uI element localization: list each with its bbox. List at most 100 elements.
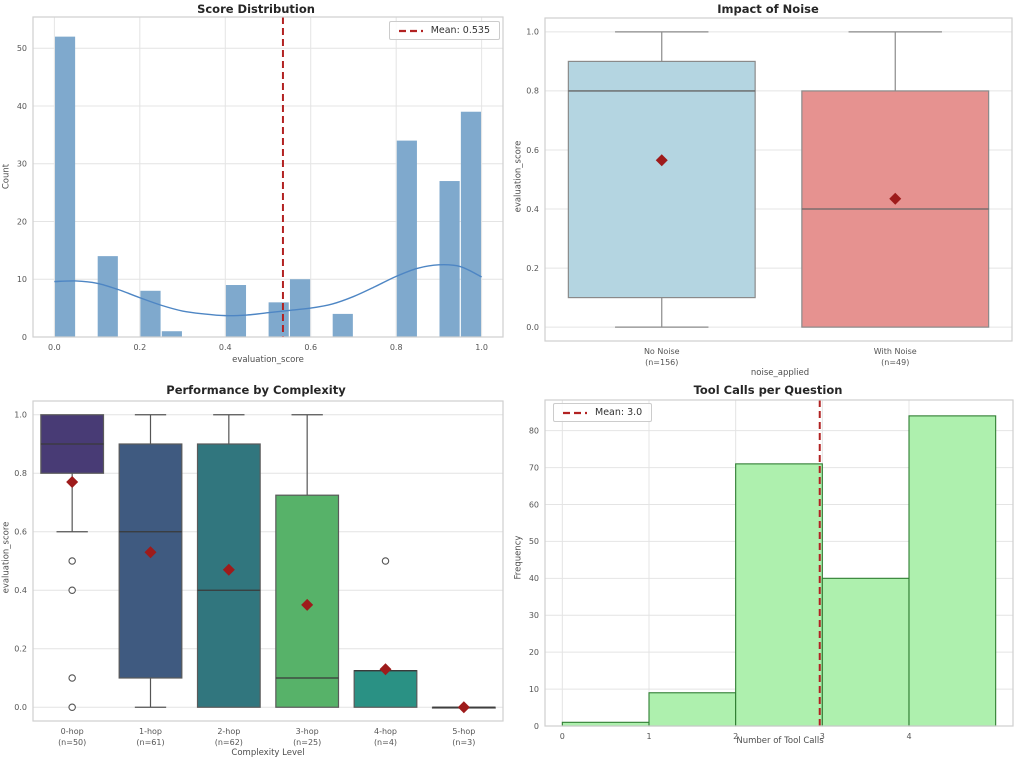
histogram-bar [97,256,118,337]
plot-border [544,17,1013,342]
x-tick-label: 0-hop [61,727,84,736]
x-tick-label: 5-hop [452,727,475,736]
y-tick-label: 0.4 [14,586,27,595]
histogram-bar [908,415,997,727]
x-tick-label: 1.0 [475,343,488,352]
y-tick-label: 20 [529,648,539,657]
x-tick-label: 3 [820,732,825,741]
y-tick-label: 0.2 [14,645,27,654]
y-tick-label: 50 [529,537,539,546]
chart-title: Performance by Complexity [166,383,346,397]
x-tick-label: (n=25) [293,738,321,747]
boxplot-plot: No Noise (n=156) With Noise (n=49) 0.0 0.2 0.4… [526,17,1013,367]
histogram-bar [460,111,482,337]
x-tick-label: (n=156) [645,358,678,367]
x-tick-label: (n=49) [881,358,909,367]
y-tick-label: 50 [17,44,27,53]
x-tick-label: 3-hop [296,727,319,736]
chart-performance-by-complexity: Performance by Complexity evaluation_sco… [0,381,512,762]
outlier-point [381,557,390,565]
x-tick-label: 0.2 [133,343,146,352]
x-tick-label: (n=3) [452,738,475,747]
x-tick-label: (n=62) [215,738,243,747]
histogram-bar [648,692,737,727]
chart-title: Score Distribution [197,2,315,16]
mean-diamond-marker [66,476,79,489]
y-tick-label: 0.0 [14,703,27,712]
x-axis-label: evaluation_score [232,355,304,365]
kde-curve [54,263,482,317]
outlier-point [68,557,76,565]
boxplot-plot: 0-hop (n=50) 1-hop (n=61) 2-hop (n=62) 3-hop (n… [14,400,504,747]
legend-label: Mean: 0.535 [430,25,490,36]
histogram-bar [54,36,76,338]
histogram-bar [140,290,161,337]
histogram-bar [161,331,182,337]
outlier-point [68,586,76,595]
chart-impact-of-noise: Impact of Noise evaluation_score No Nois… [512,0,1024,381]
y-tick-label: 30 [17,160,27,169]
x-tick-label: 0.8 [390,343,403,352]
y-tick-label: 10 [17,275,27,284]
y-tick-label: 30 [529,611,539,620]
mean-dash-icon [398,29,423,32]
histogram-bar [821,577,910,727]
histogram-bar [289,279,311,337]
legend-mean: Mean: 0.535 [388,21,500,40]
box [118,443,183,679]
plot-border [544,399,1014,727]
y-tick-label: 0 [534,722,539,731]
histogram-bar [225,285,247,337]
y-tick-label: 0.2 [526,264,539,273]
legend-mean: Mean: 3.0 [553,403,653,422]
plot-border [32,16,504,338]
histogram-bar [439,181,460,337]
y-tick-label: 70 [529,463,539,472]
plot-border [32,400,504,722]
histogram-bar [396,140,417,337]
x-tick-label: 0.4 [219,343,232,352]
x-axis-label: noise_applied [750,368,810,378]
x-tick-label: With Noise [874,347,917,356]
y-tick-label: 0.0 [526,323,539,332]
box [353,670,418,708]
x-tick-label: 0 [560,732,565,741]
mean-dash-icon [563,411,587,414]
y-tick-label: 20 [17,217,27,226]
x-tick-label: No Noise [644,347,680,356]
histogram-plot: 0.0 0.2 0.4 0.6 0.8 1.0 0 10 20 30 40 50 [17,16,504,352]
y-tick-label: 40 [17,102,27,111]
y-tick-label: 40 [529,574,539,583]
mean-diamond-marker [655,154,668,167]
mean-diamond-marker [301,598,314,611]
mean-diamond-marker [222,563,235,576]
x-tick-label: 1 [646,732,651,741]
y-tick-label: 60 [529,500,539,509]
mean-diamond-marker [889,192,902,205]
y-tick-label: 0.6 [14,528,27,537]
x-tick-label: 0.0 [48,343,61,352]
x-tick-label: 4 [906,732,911,741]
histogram-bar [268,302,289,337]
x-axis-label: Complexity Level [231,748,305,758]
box [567,60,756,299]
histogram-bar [332,313,353,337]
chart-title: Tool Calls per Question [693,383,843,397]
x-tick-label: (n=50) [58,738,86,747]
chart-score-distribution: Score Distribution Count 0.0 0.2 0.4 0.6 0.8… [0,0,512,381]
y-tick-label: 0.4 [526,205,539,214]
y-tick-label: 10 [529,685,539,694]
x-tick-label: (n=4) [374,738,397,747]
x-tick-label: 2 [733,732,738,741]
x-tick-label: 4-hop [374,727,397,736]
x-tick-label: 1-hop [139,727,162,736]
y-tick-label: 0.8 [14,469,27,478]
chart-title: Impact of Noise [717,2,819,16]
y-tick-label: 0 [22,333,27,342]
x-tick-label: (n=61) [136,738,164,747]
outlier-point [68,674,76,682]
legend-label: Mean: 3.0 [595,407,643,418]
